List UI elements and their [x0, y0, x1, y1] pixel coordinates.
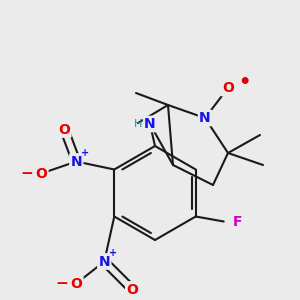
Text: O: O	[35, 167, 47, 181]
Text: N: N	[144, 117, 156, 131]
Text: +: +	[109, 248, 117, 259]
Text: +: +	[81, 148, 89, 158]
Text: N: N	[70, 154, 82, 169]
Text: N: N	[199, 111, 211, 125]
Text: F: F	[233, 214, 242, 229]
Text: −: −	[20, 166, 33, 181]
Text: O: O	[58, 122, 70, 136]
Text: H: H	[134, 119, 142, 129]
Text: O: O	[70, 277, 82, 290]
Text: •: •	[238, 74, 250, 92]
Text: O: O	[126, 283, 138, 296]
Text: −: −	[55, 276, 68, 291]
Text: O: O	[222, 81, 234, 95]
Text: N: N	[98, 254, 110, 268]
